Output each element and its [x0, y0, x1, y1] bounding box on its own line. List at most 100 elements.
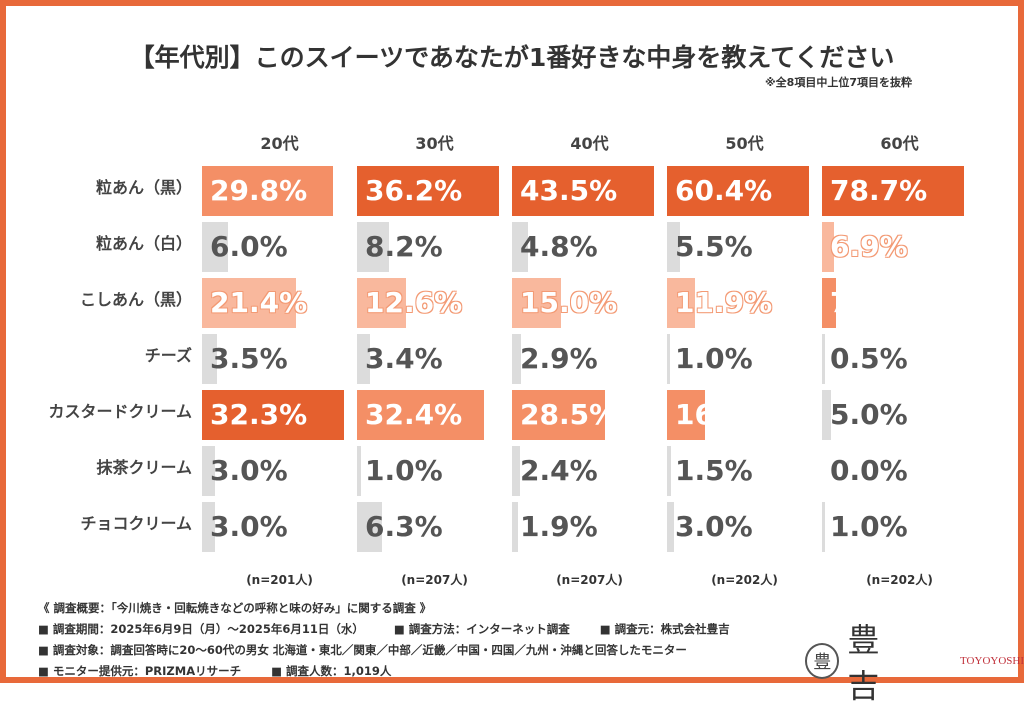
footer-method: ■ 調査方法：インターネット調査 [393, 622, 570, 636]
data-label: 43.5% [520, 174, 618, 207]
row-label: チョコクリーム [80, 514, 192, 533]
bar [512, 166, 654, 216]
data-label: 28.5% [520, 398, 618, 431]
bar [512, 334, 522, 384]
bar [667, 446, 671, 496]
row-label: チーズ [144, 346, 192, 365]
data-label: 4.8% [520, 230, 598, 263]
bar [667, 334, 670, 384]
bar [667, 222, 680, 272]
footer-period: ■ 調査期間：2025年6月9日（月）～2025年6月11日（水） [38, 622, 364, 636]
data-label: 12.6% [365, 286, 463, 319]
chart-note: ※全8項目中上位7項目を抜粋 [764, 76, 912, 89]
row-label: カスタードクリーム [48, 402, 192, 421]
bar [357, 166, 499, 216]
row-label: 粒あん（黒） [95, 178, 192, 197]
data-label: 3.5% [210, 342, 288, 375]
data-label: 32.3% [210, 398, 308, 431]
sample-size: (n=201人) [246, 573, 313, 587]
footer-source: ■ 調査元：株式会社豊吉 [599, 622, 730, 636]
data-label: 1.0% [675, 342, 753, 375]
bar [512, 390, 606, 440]
column-header: 40代 [570, 134, 609, 153]
data-label: 15.0% [520, 286, 618, 319]
column-header: 60代 [880, 134, 919, 153]
data-label: 78.7% [830, 174, 928, 207]
footer-row-1: ■ 調査期間：2025年6月9日（月）～2025年6月11日（水） ■ 調査方法：… [38, 621, 760, 637]
bar [512, 222, 528, 272]
footer-target: ■ 調査対象：調査回答時に20～60代の男女 北海道・東北／関東／中部／近畿／中… [38, 643, 687, 657]
data-label: 21.4% [210, 286, 308, 319]
bar [512, 446, 520, 496]
bar [202, 334, 218, 384]
bar [357, 390, 485, 440]
footer-count: ■ 調査人数：1,019人 [271, 664, 392, 678]
bar [202, 502, 216, 552]
data-label: 36.2% [365, 174, 463, 207]
bar [667, 278, 695, 328]
footer-row-3: ■ モニター提供元：PRIZMAリサーチ ■ 調査人数：1,019人 [38, 663, 421, 679]
data-label: 3.0% [675, 510, 753, 543]
bar [822, 502, 825, 552]
data-label: 8.2% [365, 230, 443, 263]
bar [202, 278, 297, 328]
sample-size: (n=202人) [711, 573, 778, 587]
row-label: 抹茶クリーム [96, 458, 192, 477]
company-logo: 豊 豊 吉 TOYOYOSHI [805, 615, 1024, 707]
logo-english: TOYOYOSHI [960, 655, 1024, 667]
data-label: 11.9% [675, 286, 773, 319]
bar [357, 334, 371, 384]
bar [357, 278, 407, 328]
data-label: 0.0% [830, 454, 908, 487]
data-label: 32.4% [365, 398, 463, 431]
data-label: 3.0% [210, 510, 288, 543]
bar [667, 166, 809, 216]
sample-size: (n=207人) [401, 573, 468, 587]
bar [822, 222, 835, 272]
row-label: こしあん（黒） [79, 290, 192, 309]
data-label: 1.9% [520, 510, 598, 543]
logo-name: 豊 吉 [847, 621, 892, 705]
column-header: 50代 [725, 134, 764, 153]
bar [667, 502, 675, 552]
data-label: 60.4% [675, 174, 773, 207]
data-label: 0.5% [830, 342, 908, 375]
data-label: 1.0% [365, 454, 443, 487]
data-label: 16.3% [675, 398, 773, 431]
bar [202, 390, 344, 440]
data-label: 6.3% [365, 510, 443, 543]
bar [512, 502, 519, 552]
data-label: 29.8% [210, 174, 308, 207]
row-label: 粒あん（白） [95, 234, 192, 253]
bar [202, 446, 216, 496]
footer-summary: 《 調査概要：「今川焼き・回転焼きなどの呼称と味の好み」に関する調査 》 [38, 601, 432, 615]
logo-seal: 豊 [805, 643, 840, 679]
footer-provider: ■ モニター提供元：PRIZMAリサーチ [38, 664, 242, 678]
sample-size: (n=202人) [866, 573, 933, 587]
data-label: 5.5% [675, 230, 753, 263]
bar [357, 502, 382, 552]
bar [822, 166, 964, 216]
bar [822, 334, 825, 384]
data-label: 2.9% [520, 342, 598, 375]
column-header: 20代 [260, 134, 299, 153]
data-label: 3.0% [210, 454, 288, 487]
sample-size: (n=207人) [556, 573, 623, 587]
data-label: 5.0% [830, 398, 908, 431]
bar [667, 390, 706, 440]
bar [822, 390, 832, 440]
data-label: 6.9% [830, 230, 908, 263]
data-label: 1.0% [830, 510, 908, 543]
column-header: 30代 [415, 134, 454, 153]
bar [357, 446, 361, 496]
bar [357, 222, 390, 272]
chart-title: 【年代別】このスイーツであなたが1番好きな中身を教えてください [129, 43, 895, 72]
bar [822, 278, 837, 328]
data-label: 7.9% [830, 286, 908, 319]
bar [202, 222, 229, 272]
bar [512, 278, 561, 328]
data-label: 6.0% [210, 230, 288, 263]
data-label: 2.4% [520, 454, 598, 487]
data-label: 3.4% [365, 342, 443, 375]
data-label: 1.5% [675, 454, 753, 487]
